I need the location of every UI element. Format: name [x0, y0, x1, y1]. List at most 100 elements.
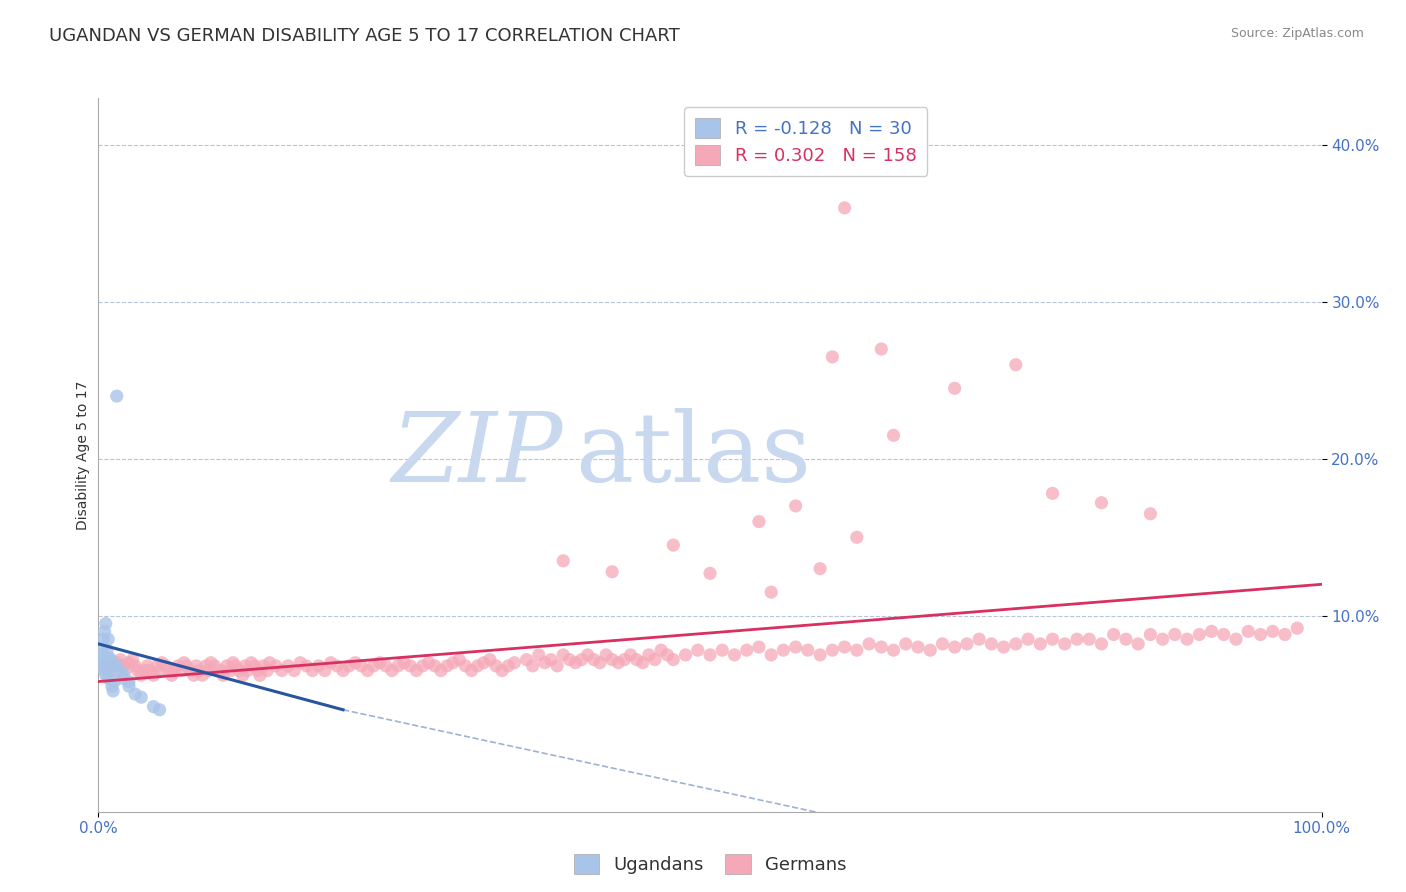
Point: [170, 664, 193, 678]
Point: [183, 668, 205, 682]
Point: [118, 679, 141, 693]
Text: UGANDAN VS GERMAN DISABILITY AGE 5 TO 17 CORRELATION CHART: UGANDAN VS GERMAN DISABILITY AGE 5 TO 17…: [49, 27, 681, 45]
Point: [187, 664, 209, 678]
Point: [589, 656, 612, 670]
Point: [105, 658, 128, 673]
Point: [600, 652, 623, 666]
Point: [332, 664, 354, 678]
Point: [772, 643, 794, 657]
Point: [197, 664, 219, 678]
Point: [1078, 632, 1101, 647]
Point: [100, 664, 122, 678]
Point: [436, 658, 458, 673]
Point: [711, 643, 734, 657]
Point: [134, 664, 156, 678]
Point: [127, 664, 149, 678]
Point: [496, 658, 519, 673]
Point: [1274, 627, 1296, 641]
Y-axis label: Disability Age 5 to 17: Disability Age 5 to 17: [76, 380, 90, 530]
Point: [454, 658, 477, 673]
Point: [96, 656, 118, 670]
Point: [1139, 627, 1161, 641]
Point: [167, 658, 190, 673]
Point: [308, 658, 330, 673]
Point: [1249, 627, 1271, 641]
Point: [600, 565, 623, 579]
Point: [785, 499, 807, 513]
Legend: Ugandans, Germans: Ugandans, Germans: [562, 843, 858, 885]
Point: [374, 658, 396, 673]
Point: [301, 664, 323, 678]
Point: [967, 632, 990, 647]
Point: [626, 652, 648, 666]
Point: [1139, 507, 1161, 521]
Point: [105, 389, 128, 403]
Point: [785, 640, 807, 654]
Point: [111, 658, 134, 673]
Point: [228, 664, 250, 678]
Point: [91, 648, 114, 662]
Point: [1053, 637, 1076, 651]
Point: [723, 648, 745, 662]
Point: [319, 656, 342, 670]
Point: [236, 664, 259, 678]
Point: [907, 640, 929, 654]
Point: [1004, 358, 1026, 372]
Point: [124, 687, 146, 701]
Point: [467, 658, 489, 673]
Point: [1212, 627, 1234, 641]
Point: [91, 632, 114, 647]
Point: [1090, 496, 1112, 510]
Point: [1286, 621, 1309, 635]
Point: [619, 648, 641, 662]
Point: [657, 648, 679, 662]
Point: [150, 656, 173, 670]
Point: [222, 656, 245, 670]
Point: [686, 643, 709, 657]
Point: [1164, 627, 1187, 641]
Point: [1029, 637, 1052, 651]
Point: [564, 656, 586, 670]
Point: [179, 664, 201, 678]
Point: [129, 668, 152, 682]
Point: [94, 616, 117, 631]
Point: [576, 648, 599, 662]
Point: [644, 652, 666, 666]
Point: [943, 381, 966, 395]
Point: [107, 664, 129, 678]
Point: [124, 658, 146, 673]
Point: [114, 664, 136, 678]
Point: [1237, 624, 1260, 639]
Point: [571, 652, 593, 666]
Point: [129, 690, 152, 705]
Point: [363, 658, 385, 673]
Point: [870, 640, 893, 654]
Point: [675, 648, 697, 662]
Point: [412, 658, 434, 673]
Text: ZIP: ZIP: [392, 408, 564, 502]
Point: [894, 637, 917, 651]
Point: [392, 656, 416, 670]
Point: [920, 643, 942, 657]
Point: [290, 656, 312, 670]
Point: [1225, 632, 1247, 647]
Point: [270, 664, 294, 678]
Point: [94, 668, 117, 682]
Point: [808, 648, 831, 662]
Point: [246, 664, 269, 678]
Point: [883, 428, 905, 442]
Point: [256, 664, 278, 678]
Point: [326, 658, 349, 673]
Point: [219, 664, 242, 678]
Point: [1152, 632, 1174, 647]
Point: [821, 350, 844, 364]
Point: [200, 656, 222, 670]
Point: [139, 664, 162, 678]
Point: [931, 637, 953, 651]
Point: [808, 153, 831, 168]
Point: [209, 664, 232, 678]
Point: [399, 658, 422, 673]
Point: [956, 637, 979, 651]
Point: [993, 640, 1015, 654]
Point: [540, 652, 562, 666]
